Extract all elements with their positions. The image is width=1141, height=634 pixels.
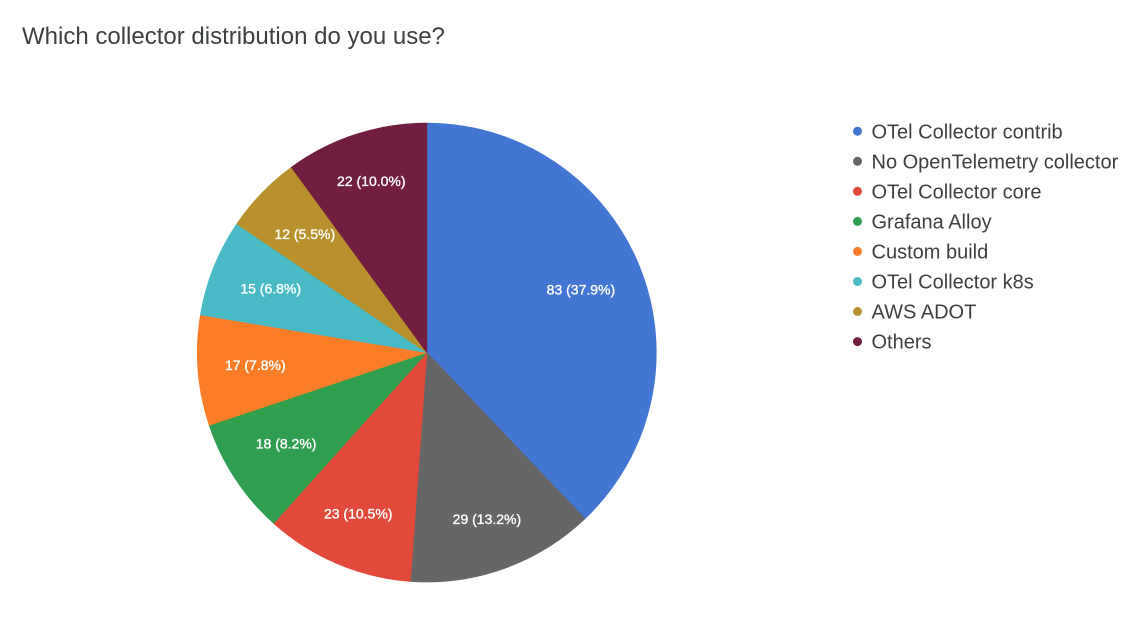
svg-text:23 (10.5%): 23 (10.5%) bbox=[324, 506, 392, 522]
svg-text:OTel Collector k8s: OTel Collector k8s bbox=[872, 272, 1034, 294]
svg-text:OTel Collector contrib: OTel Collector contrib bbox=[872, 121, 1063, 143]
svg-text:15 (6.8%): 15 (6.8%) bbox=[240, 280, 301, 296]
svg-text:Which collector distribution d: Which collector distribution do you use? bbox=[22, 23, 445, 50]
svg-text:18 (8.2%): 18 (8.2%) bbox=[256, 435, 317, 451]
svg-text:OTel Collector core: OTel Collector core bbox=[872, 181, 1042, 203]
svg-text:22 (10.0%): 22 (10.0%) bbox=[337, 173, 405, 189]
svg-text:Others: Others bbox=[872, 332, 932, 354]
svg-text:Grafana Alloy: Grafana Alloy bbox=[872, 212, 992, 234]
svg-text:83 (37.9%): 83 (37.9%) bbox=[547, 282, 615, 298]
svg-text:12 (5.5%): 12 (5.5%) bbox=[274, 226, 335, 242]
svg-text:29 (13.2%): 29 (13.2%) bbox=[453, 511, 521, 527]
svg-text:Custom build: Custom build bbox=[872, 242, 989, 264]
svg-text:17 (7.8%): 17 (7.8%) bbox=[225, 357, 286, 373]
svg-text:No OpenTelemetry collector: No OpenTelemetry collector bbox=[872, 151, 1119, 173]
svg-text:AWS ADOT: AWS ADOT bbox=[872, 302, 977, 324]
